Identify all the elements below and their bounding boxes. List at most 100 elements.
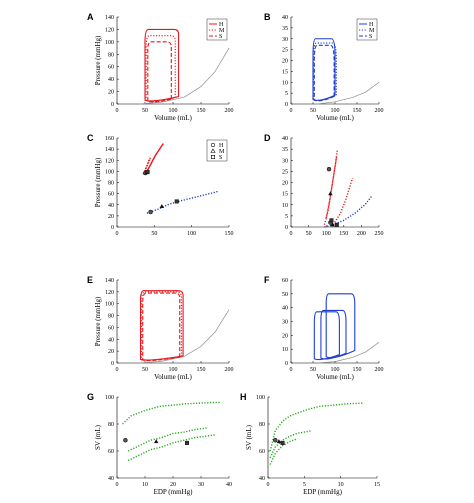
edpvr-curve <box>139 309 230 364</box>
series-curve <box>325 149 339 219</box>
x-tick-label: 150 <box>353 108 362 114</box>
y-tick-label: 30 <box>282 320 288 326</box>
pv-loop-h <box>144 28 180 102</box>
y-tick-label: 50 <box>282 292 288 298</box>
marker-triangle-m <box>330 222 335 227</box>
y-tick-label: 140 <box>105 278 114 284</box>
y-tick-label: 25 <box>282 48 288 54</box>
x-tick-label: 0 <box>116 108 119 114</box>
marker-circle-h <box>148 209 153 215</box>
pv-loop-m <box>312 42 337 101</box>
pv-loop-m <box>320 309 347 360</box>
y-tick-label: 35 <box>282 26 288 32</box>
y-tick-label: 0 <box>285 225 288 231</box>
marker-square-s <box>145 169 150 174</box>
y-tick-label: 30 <box>282 37 288 43</box>
y-tick-label: 10 <box>282 347 288 353</box>
legend: HMS <box>356 18 378 41</box>
x-tick-label: 0 <box>116 231 119 237</box>
pv-loop-h <box>312 38 336 101</box>
x-axis-label: Volume (mL) <box>316 373 354 381</box>
y-tick-label: 40 <box>282 15 288 21</box>
x-axis-label: EDP (mmHg) <box>303 488 342 496</box>
x-tick-label: 150 <box>197 108 206 114</box>
x-tick-label: 200 <box>375 367 384 373</box>
y-tick-label: 60 <box>108 192 114 198</box>
legend-label: M <box>369 28 375 34</box>
legend-label: S <box>369 34 372 40</box>
y-tick-label: 100 <box>105 302 114 308</box>
x-tick-label: 0 <box>290 367 293 373</box>
y-tick-label: 160 <box>105 136 114 142</box>
x-tick-label: 0 <box>267 482 270 488</box>
x-axis-label: Volume (mL) <box>154 114 192 122</box>
panel-letter: D <box>264 133 271 143</box>
edpvr-curve <box>317 341 380 364</box>
edpvr-curve <box>317 81 380 105</box>
y-tick-label: 140 <box>105 15 114 21</box>
y-axis-label: SV (mL) <box>245 424 253 450</box>
y-tick-label: 120 <box>105 158 114 164</box>
legend: HMS <box>206 18 228 41</box>
y-tick-label: 15 <box>282 192 288 198</box>
y-tick-label: 5 <box>285 214 288 220</box>
y-tick-label: 60 <box>259 449 265 455</box>
y-tick-label: 60 <box>108 65 114 71</box>
legend-label: S <box>219 34 222 40</box>
panel-letter: F <box>264 275 270 285</box>
y-tick-label: 35 <box>282 147 288 153</box>
x-tick-label: 15 <box>374 482 380 488</box>
x-tick-label: 150 <box>197 367 206 373</box>
panel-letter: B <box>264 12 271 22</box>
panel-e: E 0 50 100 150 200 0 20 40 60 80 100 120 140 Volume (m… <box>87 275 234 381</box>
x-tick-label: 150 <box>225 231 234 237</box>
y-axis-label: Pressure (mmHg) <box>94 35 102 85</box>
y-axis-label: SV (mL) <box>94 424 102 450</box>
marker-circle-h <box>273 437 278 443</box>
y-tick-label: 120 <box>105 290 114 296</box>
y-tick-label: 40 <box>108 203 114 209</box>
legend-marker-circle <box>210 142 216 148</box>
panel-letter: G <box>87 392 94 402</box>
x-tick-label: 50 <box>142 367 148 373</box>
x-tick-label: 30 <box>198 482 204 488</box>
legend-label: M <box>219 28 225 34</box>
y-tick-label: 30 <box>282 158 288 164</box>
y-tick-label: 20 <box>108 349 114 355</box>
x-tick-label: 20 <box>170 482 176 488</box>
pv-loop-h <box>313 311 340 361</box>
panel-b: B 0 50 100 150 200 0 5 10 15 20 25 30 35 40 Volume (mL)… <box>264 12 384 122</box>
y-tick-label: 80 <box>108 52 114 58</box>
series-curve <box>269 430 312 459</box>
legend-label: M <box>219 149 225 155</box>
x-tick-label: 200 <box>357 231 366 237</box>
x-tick-label: 150 <box>353 367 362 373</box>
y-axis-label: Pressure (mmHg) <box>94 296 102 346</box>
legend-label: S <box>219 155 222 161</box>
x-tick-label: 10 <box>338 482 344 488</box>
x-tick-label: 200 <box>375 108 384 114</box>
series-curve <box>323 155 338 225</box>
series-curve <box>122 401 221 425</box>
legend: HMS <box>206 139 228 162</box>
marker-square-s <box>174 199 179 204</box>
panel-d: D 0 50 100 150 200 250 0 5 10 15 20 25 30 35 40 <box>264 133 384 237</box>
y-tick-label: 100 <box>105 395 114 401</box>
series-curve <box>146 143 164 172</box>
x-tick-label: 50 <box>310 367 316 373</box>
legend-label: H <box>369 22 374 28</box>
marker-square-s <box>334 222 339 227</box>
marker-triangle-m <box>154 439 159 444</box>
pv-loop-s <box>142 292 181 362</box>
x-tick-label: 5 <box>303 482 306 488</box>
x-tick-label: 50 <box>151 231 157 237</box>
pv-loop-s <box>325 293 356 359</box>
marker-square-s <box>184 440 189 445</box>
marker-triangle-m <box>159 204 164 209</box>
legend-marker-square <box>211 155 216 160</box>
panel-letter: H <box>240 392 247 402</box>
y-tick-label: 0 <box>111 361 114 367</box>
x-tick-label: 100 <box>169 108 178 114</box>
panel-f: F 0 50 100 150 200 0 10 20 30 40 50 60 Volume (mL) <box>264 275 384 381</box>
